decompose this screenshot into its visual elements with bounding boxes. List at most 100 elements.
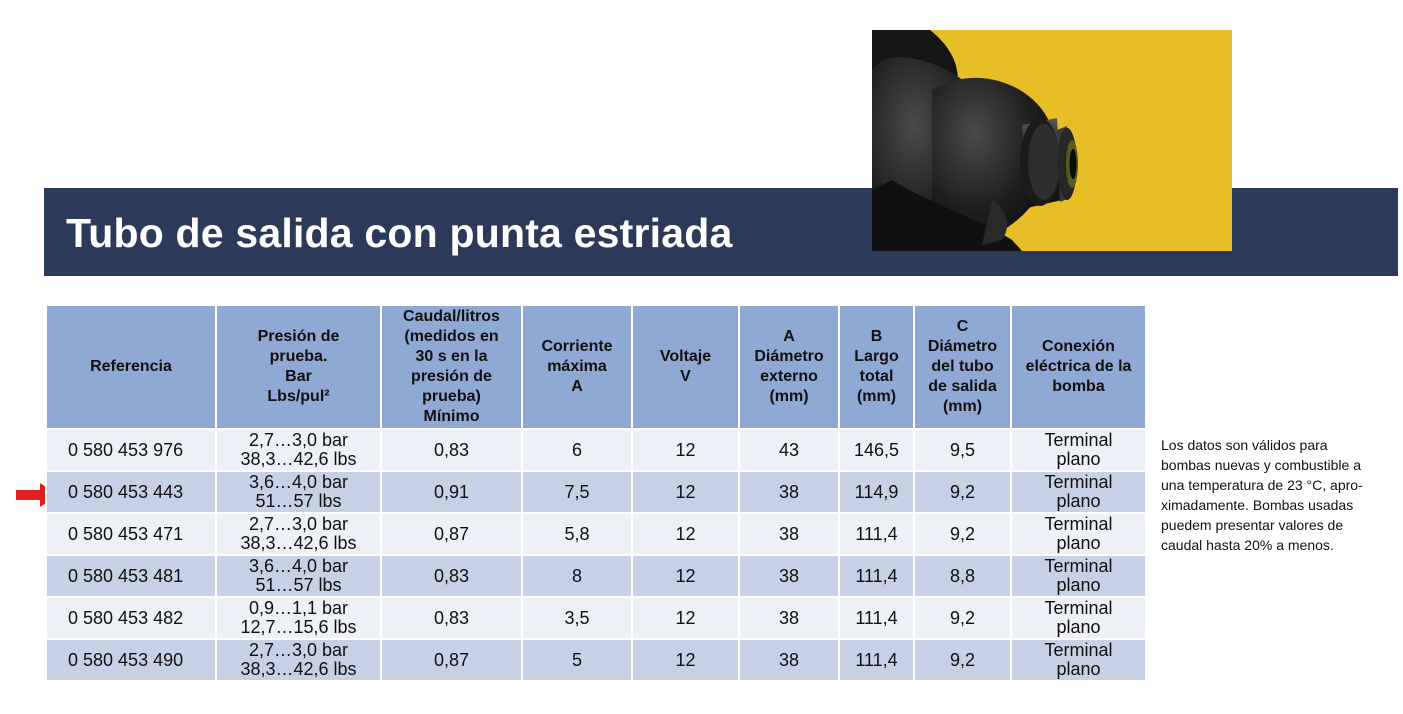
cell-corriente: 5 xyxy=(521,638,633,682)
header-line: eléctrica de la xyxy=(1025,358,1132,375)
cell-presion: 0,9…1,1 bar 12,7…15,6 lbs xyxy=(215,596,382,640)
header-caudal: Caudal/litros (medidos en 30 s en la presió… xyxy=(380,304,523,430)
cell-line: 3,6…4,0 bar xyxy=(248,472,349,492)
cell-caudal: 0,83 xyxy=(380,554,523,598)
cell-corriente: 6 xyxy=(521,428,633,472)
cell-diametro-tubo: 8,8 xyxy=(913,554,1012,598)
cell-line: 2,7…3,0 bar xyxy=(248,514,349,534)
cell-caudal: 0,83 xyxy=(380,596,523,640)
header-line: total xyxy=(859,368,894,385)
cell-voltaje: 12 xyxy=(631,470,740,514)
header-referencia: Referencia xyxy=(45,304,217,430)
cell-line: Terminal xyxy=(1044,472,1113,492)
cell-line: 51…57 lbs xyxy=(255,575,342,595)
header-line: prueba. xyxy=(269,348,328,365)
cell-largo-total: 111,4 xyxy=(838,512,915,556)
cell-voltaje: 12 xyxy=(631,596,740,640)
cell-presion: 2,7…3,0 bar 38,3…42,6 lbs xyxy=(215,428,382,472)
cell-corriente: 8 xyxy=(521,554,633,598)
cell-diametro-externo: 43 xyxy=(738,428,840,472)
cell-line: plano xyxy=(1056,491,1101,511)
header-line: de salida xyxy=(928,378,997,395)
cell-largo-total: 111,4 xyxy=(838,554,915,598)
cell-diametro-externo: 38 xyxy=(738,638,840,682)
cell-referencia: 0 580 453 471 xyxy=(45,512,217,556)
header-line: (mm) xyxy=(942,398,983,415)
cell-diametro-externo: 38 xyxy=(738,470,840,514)
product-photo xyxy=(872,30,1232,251)
table-row: 0 580 453 471 2,7…3,0 bar 38,3…42,6 lbs 0,8… xyxy=(45,512,1147,556)
header-line: Diámetro xyxy=(754,348,824,365)
footnote-line: puedem presentar valores de xyxy=(1161,517,1344,533)
cell-corriente: 5,8 xyxy=(521,512,633,556)
cell-conexion: Terminal plano xyxy=(1010,512,1147,556)
table-row: 0 580 453 490 2,7…3,0 bar 38,3…42,6 lbs 0,8… xyxy=(45,638,1147,682)
table-row: 0 580 453 443 3,6…4,0 bar 51…57 lbs 0,91 7,5… xyxy=(45,470,1147,514)
cell-voltaje: 12 xyxy=(631,554,740,598)
cell-line: plano xyxy=(1056,449,1101,469)
cell-line: Terminal xyxy=(1044,430,1113,450)
header-line: prueba) xyxy=(422,388,481,405)
header-line: A xyxy=(571,378,583,395)
cell-diametro-tubo: 9,2 xyxy=(913,470,1012,514)
header-line: Conexión xyxy=(1042,338,1115,355)
cell-diametro-tubo: 9,2 xyxy=(913,596,1012,640)
header-line: bomba xyxy=(1052,378,1105,395)
cell-referencia: 0 580 453 481 xyxy=(45,554,217,598)
cell-presion: 2,7…3,0 bar 38,3…42,6 lbs xyxy=(215,512,382,556)
cell-conexion: Terminal plano xyxy=(1010,470,1147,514)
footnote: Los datos son válidos para bombas nuevas… xyxy=(1161,435,1396,555)
cell-presion: 3,6…4,0 bar 51…57 lbs xyxy=(215,554,382,598)
footnote-line: una temperatura de 23 °C, apro- xyxy=(1161,477,1363,493)
cell-line: Terminal xyxy=(1044,556,1113,576)
cell-diametro-tubo: 9,5 xyxy=(913,428,1012,472)
header-line: (mm) xyxy=(769,388,809,405)
table-row: 0 580 453 482 0,9…1,1 bar 12,7…15,6 lbs 0,8… xyxy=(45,596,1147,640)
header-line: 30 s en la xyxy=(415,348,488,365)
cell-voltaje: 12 xyxy=(631,428,740,472)
header-line: B xyxy=(870,328,883,345)
header-line: (medidos en xyxy=(404,328,499,345)
header-presion: Presión de prueba. Bar Lbs/pul² xyxy=(215,304,382,430)
header-line: V xyxy=(680,368,691,385)
header-line: Bar xyxy=(285,368,312,385)
header-line: Lbs/pul² xyxy=(267,388,330,405)
header-diametro-tubo: C Diámetro del tubo de salida (mm) xyxy=(913,304,1012,430)
cell-caudal: 0,91 xyxy=(380,470,523,514)
cell-diametro-tubo: 9,2 xyxy=(913,638,1012,682)
cell-line: 51…57 lbs xyxy=(255,491,342,511)
cell-largo-total: 114,9 xyxy=(838,470,915,514)
cell-line: 2,7…3,0 bar xyxy=(248,640,349,660)
cell-line: 3,6…4,0 bar xyxy=(248,556,349,576)
header-line: Referencia xyxy=(90,358,172,375)
cell-line: 0,9…1,1 bar xyxy=(248,598,349,618)
cell-voltaje: 12 xyxy=(631,638,740,682)
header-corriente: Corriente máxima A xyxy=(521,304,633,430)
cell-presion: 3,6…4,0 bar 51…57 lbs xyxy=(215,470,382,514)
cell-conexion: Terminal plano xyxy=(1010,596,1147,640)
cell-line: plano xyxy=(1056,617,1101,637)
cell-largo-total: 111,4 xyxy=(838,596,915,640)
cell-line: Terminal xyxy=(1044,514,1113,534)
cell-referencia: 0 580 453 443 xyxy=(45,470,217,514)
header-line: Corriente xyxy=(541,338,613,355)
table-header-row: Referencia Presión de prueba. Bar Lbs/pul² … xyxy=(45,304,1147,430)
cell-line: 12,7…15,6 lbs xyxy=(240,617,357,637)
cell-diametro-externo: 38 xyxy=(738,512,840,556)
header-line: Largo xyxy=(854,348,899,365)
table-row: 0 580 453 481 3,6…4,0 bar 51…57 lbs 0,83 8 12… xyxy=(45,554,1147,598)
cell-caudal: 0,83 xyxy=(380,428,523,472)
header-line: (mm) xyxy=(856,388,897,405)
cell-line: 38,3…42,6 lbs xyxy=(240,533,357,553)
header-largo-total: B Largo total (mm) xyxy=(838,304,915,430)
cell-conexion: Terminal plano xyxy=(1010,428,1147,472)
cell-line: 38,3…42,6 lbs xyxy=(240,449,357,469)
header-line: del tubo xyxy=(931,358,994,375)
cell-corriente: 7,5 xyxy=(521,470,633,514)
cell-line: 38,3…42,6 lbs xyxy=(240,659,357,679)
cell-line: Terminal xyxy=(1044,598,1113,618)
cell-voltaje: 12 xyxy=(631,512,740,556)
cell-caudal: 0,87 xyxy=(380,638,523,682)
cell-corriente: 3,5 xyxy=(521,596,633,640)
header-conexion: Conexión eléctrica de la bomba xyxy=(1010,304,1147,430)
